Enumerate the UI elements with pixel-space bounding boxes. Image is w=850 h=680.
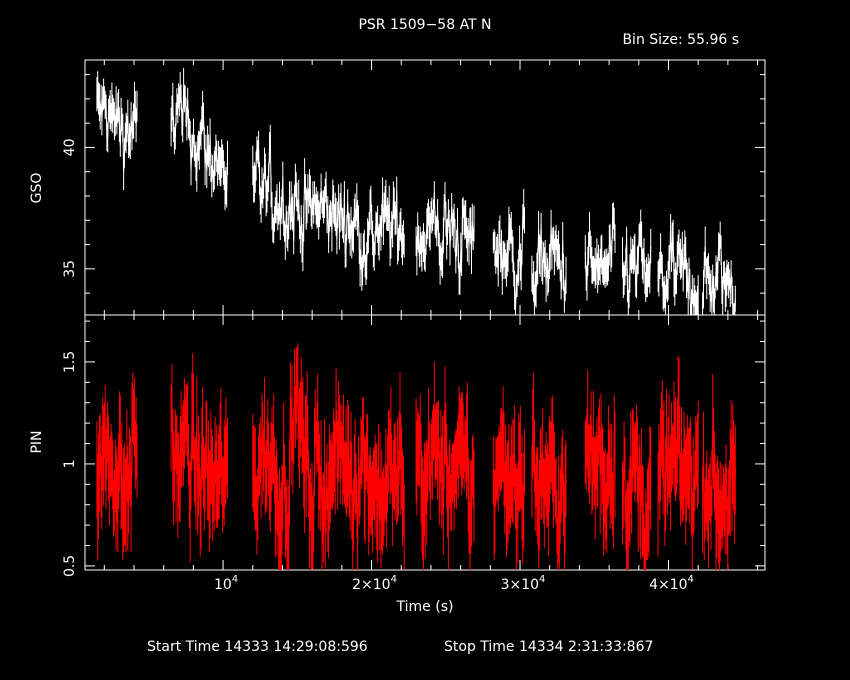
gso-error-bars bbox=[170, 67, 228, 211]
pin-error-bars bbox=[492, 386, 525, 570]
gso-error-bars bbox=[415, 181, 475, 295]
y-tick-label: 1.5 bbox=[62, 351, 78, 373]
y-tick-label: 35 bbox=[62, 260, 78, 278]
gso-error-bars bbox=[369, 176, 405, 271]
y-tick-label: 1 bbox=[62, 459, 78, 468]
gso-error-bars bbox=[622, 209, 652, 315]
pin-panel: 0.5 1 1.5 bbox=[62, 314, 766, 577]
pin-error-bars bbox=[369, 372, 405, 570]
gso-error-bars bbox=[492, 188, 525, 315]
x-tick-label: 3×104 bbox=[501, 574, 546, 593]
x-tick-label: 2×104 bbox=[352, 574, 397, 593]
pin-error-bars bbox=[96, 372, 138, 561]
pin-error-bars bbox=[305, 368, 371, 570]
gso-error-bars bbox=[657, 214, 699, 315]
pin-frame bbox=[84, 314, 766, 571]
gso-error-bars bbox=[252, 124, 307, 272]
bin-size-label: Bin Size: 55.96 s bbox=[622, 32, 739, 48]
y-tick-label: 0.5 bbox=[62, 555, 78, 577]
gso-panel: 35 40 bbox=[62, 59, 766, 316]
stop-time-label: Stop Time 14334 2:31:33:867 bbox=[444, 639, 653, 655]
gso-error-bars bbox=[305, 169, 371, 291]
pin-error-bars bbox=[252, 343, 307, 570]
chart-title: PSR 1509−58 AT N bbox=[358, 17, 491, 33]
gso-error-bars bbox=[584, 202, 616, 301]
pin-axis-label: PIN bbox=[29, 430, 45, 453]
start-time-label: Start Time 14333 14:29:08:596 bbox=[147, 639, 368, 655]
pin-error-bars bbox=[531, 373, 567, 570]
pin-error-bars bbox=[170, 353, 228, 563]
x-tick-label: 104 bbox=[214, 574, 238, 593]
pin-error-bars bbox=[584, 370, 616, 556]
gso-axis-label: GSO bbox=[29, 173, 45, 204]
pin-error-bars bbox=[622, 405, 652, 570]
gso-error-bars bbox=[531, 209, 567, 315]
gso-error-bars bbox=[96, 71, 138, 190]
gso-error-bars bbox=[702, 221, 736, 315]
pin-error-bars bbox=[657, 355, 699, 570]
x-tick-label: 4×104 bbox=[649, 574, 694, 593]
x-tick-labels: 104 2×104 3×104 4×104 bbox=[214, 574, 694, 593]
y-tick-label: 40 bbox=[62, 139, 78, 157]
pin-error-bars bbox=[702, 374, 736, 570]
x-axis-label: Time (s) bbox=[396, 599, 454, 615]
pin-error-bars bbox=[415, 361, 475, 570]
